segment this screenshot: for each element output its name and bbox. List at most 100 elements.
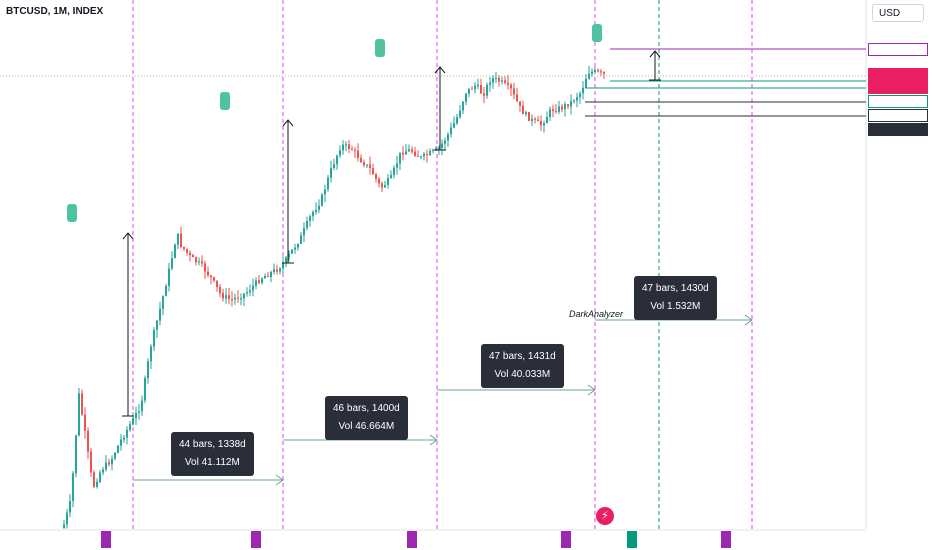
candle-body [570,100,572,107]
candle-body [204,263,206,272]
measure-arrow-head [434,66,446,74]
candle-body [321,194,323,206]
candle-body [387,178,389,185]
candle-body [450,127,452,135]
candle-body [360,157,362,163]
price-label [868,81,928,94]
candle-body [291,249,293,254]
candle-body [123,437,125,440]
candle-body [144,378,146,401]
candle-body [561,106,563,110]
candle-body [108,462,110,465]
candle-body [573,100,575,102]
candle-body [240,298,242,300]
candle-body [552,109,554,112]
candle-body [543,123,545,126]
candle-body [432,149,434,152]
candle-body [480,84,482,94]
candle-body [501,80,503,82]
candle-body [75,435,77,474]
price-axis-separator [0,0,867,531]
candle-body [219,287,221,293]
range-volume-text: Vol 40.033M [494,369,551,380]
candle-body [222,292,224,299]
lightning-icon[interactable]: ⚡ [596,507,614,525]
candle-body [189,252,191,256]
range-volume-text: Vol 41.112M [184,457,240,468]
candle-body [303,228,305,236]
price-measure-label [375,39,385,57]
candle-body [276,269,278,272]
price-measure-label [67,204,77,222]
currency-button[interactable]: USD [872,4,924,22]
candle-body [447,134,449,141]
candle-body [141,400,143,412]
price-label [868,68,928,81]
candle-body [111,458,113,465]
candle-body [519,101,521,106]
candle-body [363,162,365,166]
measure-arrow-head [649,50,661,58]
candle-body [234,297,236,300]
candle-body [117,445,119,453]
candle-body [96,481,98,487]
candle-body [249,290,251,293]
candle-body [342,144,344,151]
vertical-event-lines [132,0,753,530]
candle-body [402,152,404,155]
candle-body [465,93,467,102]
candle-body [99,472,101,482]
candle-body [180,233,182,247]
range-bars-text: 47 bars, 1430d [642,283,709,294]
range-volume-text: Vol 1.532M [650,301,701,312]
candle-body [63,524,65,528]
candle-body [66,512,68,525]
candle-body [486,84,488,96]
candle-body [288,253,290,258]
candle-body [423,153,425,157]
candle-body [540,121,542,126]
candle-body [411,149,413,152]
candle-body [150,346,152,362]
measure-arrow-head [282,119,294,127]
measure-arrows [122,50,753,486]
candle-body [330,167,332,178]
date-label [721,531,731,548]
candle-body [537,119,539,122]
candle-body [378,178,380,184]
candle-body [534,118,536,120]
candle-body [336,155,338,165]
candle-body [90,451,92,473]
candle-body [126,429,128,438]
candle-body [78,393,80,436]
price-label [868,123,928,136]
candle-body [333,164,335,168]
candle-body [384,184,386,188]
candle-body [309,216,311,221]
price-measure-label [220,92,230,110]
candle-body [327,177,329,190]
date-label [627,531,637,548]
price-label [868,43,928,56]
date-range-box: 47 bars, 1431d Vol 40.033M [481,344,564,388]
candle-body [444,140,446,144]
candle-body [492,78,494,83]
horizontal-levels [585,48,866,117]
candle-body [504,80,506,83]
candle-body [477,84,479,86]
candle-body [213,277,215,281]
candle-body [429,151,431,156]
candle-body [231,298,233,300]
candle-body [105,462,107,470]
candle-body [225,295,227,299]
candle-body [471,88,473,90]
date-label [407,531,417,548]
candle-body [306,220,308,229]
candle-body [273,269,275,273]
candle-body [297,243,299,248]
candle-body [324,189,326,195]
candle-body [114,452,116,459]
date-range-box: 44 bars, 1338d Vol 41.112M [171,432,254,476]
candle-body [246,292,248,294]
